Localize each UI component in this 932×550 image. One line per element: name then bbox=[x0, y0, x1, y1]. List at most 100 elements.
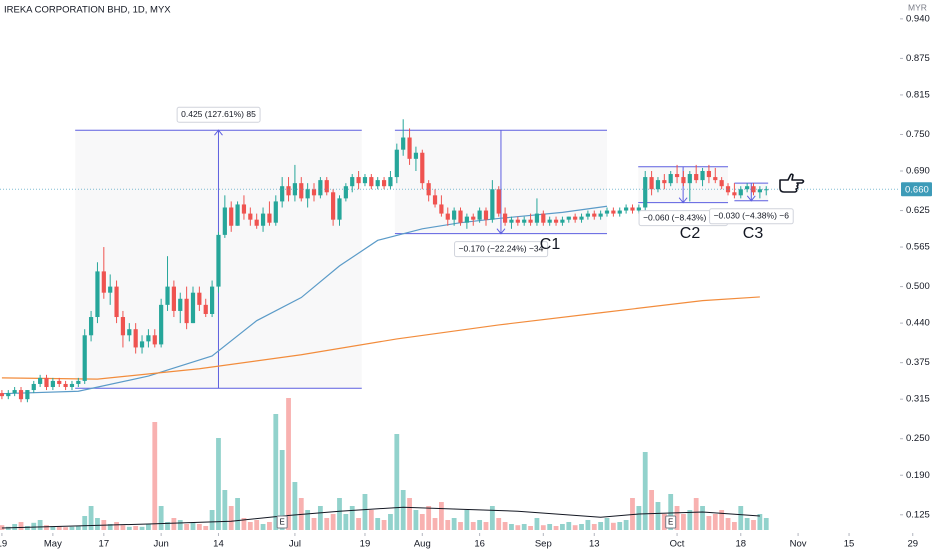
volume-bar bbox=[254, 520, 260, 530]
volume-bar bbox=[706, 516, 712, 530]
candle-body bbox=[598, 213, 603, 217]
x-tick-label: Jun bbox=[153, 539, 168, 550]
candle-body bbox=[108, 286, 113, 293]
y-tick-label: 0.940 bbox=[906, 13, 930, 24]
candle-body bbox=[0, 393, 5, 397]
x-tick-label: 19 bbox=[0, 539, 7, 550]
moving-average-line bbox=[1, 296, 760, 380]
candle-body bbox=[445, 213, 450, 220]
volume-bar bbox=[598, 522, 604, 530]
candle-body bbox=[413, 152, 419, 159]
candle-body bbox=[356, 177, 361, 184]
y-tick-label: 0.815 bbox=[906, 89, 930, 100]
volume-bar bbox=[617, 522, 623, 530]
x-tick-label: 15 bbox=[844, 539, 855, 550]
candle-body bbox=[337, 198, 342, 220]
candle-body bbox=[331, 192, 336, 220]
volume-bar bbox=[470, 522, 476, 530]
volume-bar bbox=[649, 490, 654, 530]
x-tick-label: 13 bbox=[589, 539, 600, 550]
volume-bar bbox=[95, 518, 100, 530]
candle-body bbox=[757, 189, 762, 193]
candle-body bbox=[127, 329, 132, 336]
candle-body bbox=[197, 292, 202, 305]
candle-body bbox=[146, 335, 151, 342]
candle-body bbox=[139, 341, 145, 348]
event-marker bbox=[276, 515, 288, 529]
volume-bar bbox=[305, 510, 311, 530]
candle-body bbox=[324, 180, 329, 193]
candle-body bbox=[222, 207, 227, 235]
volume-bar bbox=[451, 518, 457, 530]
measure-arrowhead bbox=[496, 228, 506, 235]
x-tick-label: Nov bbox=[790, 539, 807, 550]
candle-body bbox=[439, 204, 444, 214]
candle-body bbox=[152, 335, 157, 345]
candle-body bbox=[260, 213, 266, 226]
volume-bar bbox=[18, 522, 24, 530]
volume-bar bbox=[744, 518, 750, 530]
candle-body bbox=[286, 186, 291, 196]
last-price-box bbox=[901, 182, 932, 197]
y-tick-label: 0.500 bbox=[906, 281, 930, 292]
volume-bar bbox=[757, 514, 763, 530]
volume-bar bbox=[203, 526, 209, 530]
volume-bar bbox=[719, 510, 725, 530]
candle-body bbox=[458, 210, 463, 223]
x-tick-label: Oct bbox=[670, 539, 685, 550]
candle-body bbox=[120, 317, 126, 336]
candle-body bbox=[69, 383, 75, 388]
volume-bar bbox=[88, 506, 94, 530]
candle-body bbox=[681, 177, 686, 184]
candle-body bbox=[133, 329, 138, 348]
candle-body bbox=[375, 180, 380, 187]
volume-bar bbox=[190, 522, 196, 530]
candle-body bbox=[407, 137, 412, 159]
volume-bar bbox=[579, 524, 584, 530]
y-tick-label: 0.750 bbox=[906, 129, 930, 140]
volume-bar bbox=[44, 525, 49, 530]
volume-bar bbox=[184, 524, 190, 530]
y-tick-label: 0.625 bbox=[906, 205, 930, 216]
candle-body bbox=[388, 177, 393, 187]
candle-body bbox=[6, 393, 11, 397]
volume-bar bbox=[642, 452, 648, 530]
candle-body bbox=[235, 204, 240, 226]
candle-body bbox=[643, 177, 648, 208]
volume-bar bbox=[279, 450, 285, 530]
volume-bar bbox=[763, 518, 769, 530]
volume-bar bbox=[228, 506, 234, 530]
volume-bar bbox=[12, 524, 18, 530]
candle-body bbox=[592, 213, 597, 217]
measure-arrowhead bbox=[678, 197, 688, 204]
candle-body bbox=[483, 210, 489, 220]
volume-bar bbox=[477, 520, 483, 530]
candle-body bbox=[38, 377, 43, 384]
volume-bar bbox=[114, 522, 119, 530]
volume-bar bbox=[171, 518, 177, 530]
candle-body bbox=[350, 177, 355, 187]
candle-body bbox=[502, 213, 508, 223]
candle-body bbox=[585, 213, 590, 217]
y-tick-label: 0.565 bbox=[906, 242, 930, 253]
volume-bar bbox=[349, 506, 355, 530]
currency-label: MYR bbox=[908, 2, 927, 12]
pattern-label: C3 bbox=[743, 225, 764, 242]
volume-bar bbox=[133, 526, 139, 530]
candle-body bbox=[159, 304, 164, 345]
volume-bar bbox=[458, 522, 463, 530]
volume-bar bbox=[623, 520, 629, 530]
x-tick-label: 19 bbox=[360, 539, 371, 550]
volume-bar bbox=[120, 525, 126, 530]
candle-body bbox=[725, 186, 731, 193]
candle-body bbox=[305, 189, 310, 199]
volume-bar bbox=[502, 522, 508, 530]
candle-body bbox=[655, 180, 661, 190]
candle-body bbox=[229, 207, 234, 226]
volume-bar bbox=[146, 524, 151, 530]
candle-body bbox=[668, 174, 673, 184]
candle-body bbox=[76, 380, 81, 384]
candle-body bbox=[541, 213, 546, 223]
candle-body bbox=[528, 219, 533, 223]
candle-body bbox=[471, 216, 476, 220]
